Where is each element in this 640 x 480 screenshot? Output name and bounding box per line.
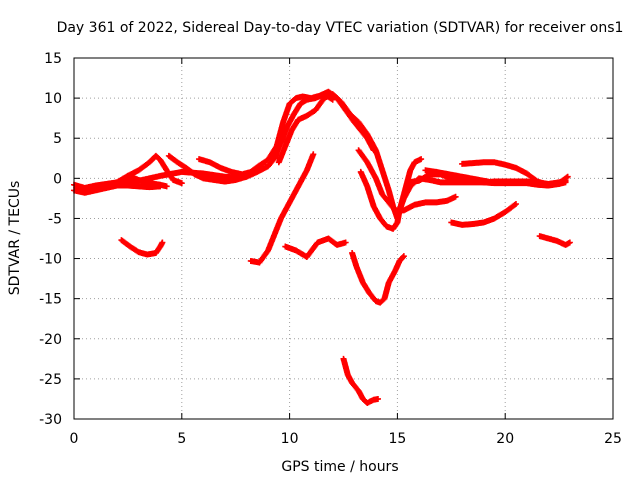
data-series-track-18 bbox=[340, 355, 381, 406]
data-series-track-12 bbox=[459, 159, 571, 188]
data-series-track-11 bbox=[422, 167, 491, 185]
y-tick-label: -15 bbox=[39, 292, 62, 308]
x-tick-label: 20 bbox=[496, 431, 514, 447]
y-tick-label: 5 bbox=[53, 131, 62, 147]
chart-title: Day 361 of 2022, Sidereal Day-to-day VTE… bbox=[57, 20, 624, 36]
x-tick-label: 15 bbox=[388, 431, 406, 447]
x-tick-label: 25 bbox=[604, 431, 622, 447]
y-tick-label: -25 bbox=[39, 372, 62, 388]
plot-frame bbox=[73, 57, 614, 420]
y-tick-label: -30 bbox=[39, 412, 62, 428]
x-tick-label: 0 bbox=[70, 431, 79, 447]
data-series-track-16 bbox=[282, 235, 349, 260]
axis-ticks: 0 5 10 15 20 25 15 10 5 0 -5 -10 -15 -20 -25 -30 bbox=[39, 51, 622, 447]
y-tick-label: 10 bbox=[44, 91, 62, 107]
data-series-track-19 bbox=[536, 233, 573, 248]
x-tick-label: 10 bbox=[281, 431, 299, 447]
y-tick-label: 0 bbox=[53, 171, 62, 187]
data-series-track-15 bbox=[247, 151, 317, 266]
y-tick-label: -5 bbox=[48, 211, 62, 227]
data-series-track-17 bbox=[349, 249, 407, 306]
y-tick-label: -10 bbox=[39, 252, 62, 268]
data-series-track-13 bbox=[448, 201, 519, 228]
data-series-track-14 bbox=[118, 237, 166, 258]
data-points bbox=[71, 88, 573, 406]
x-axis-label: GPS time / hours bbox=[281, 459, 398, 475]
y-tick-label: 15 bbox=[44, 51, 62, 67]
y-axis-label: SDTVAR / TECUs bbox=[7, 181, 23, 296]
y-tick-label: -20 bbox=[39, 332, 62, 348]
x-tick-label: 5 bbox=[177, 431, 186, 447]
